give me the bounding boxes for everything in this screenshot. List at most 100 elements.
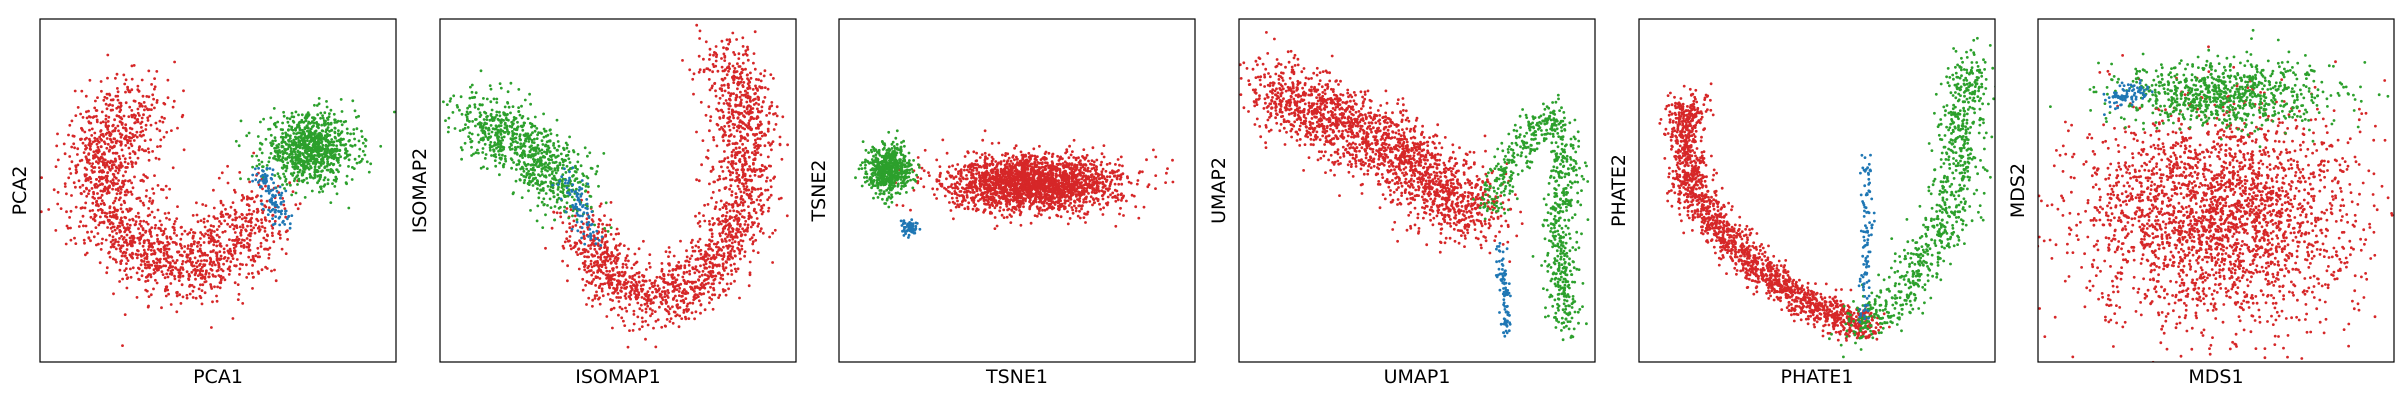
scatter-point bbox=[671, 268, 675, 271]
scatter-point bbox=[117, 179, 120, 182]
scatter-point bbox=[706, 149, 710, 152]
scatter-point bbox=[347, 206, 351, 210]
scatter-point bbox=[721, 206, 725, 210]
scatter-point bbox=[638, 327, 641, 331]
scatter-point bbox=[218, 220, 221, 223]
scatter-point bbox=[726, 251, 730, 255]
scatter-point bbox=[710, 196, 713, 200]
scatter-point bbox=[281, 132, 284, 135]
scatter-point bbox=[696, 240, 700, 244]
scatter-point bbox=[567, 157, 571, 161]
scatter-point bbox=[260, 142, 264, 146]
scatter-point bbox=[313, 165, 317, 169]
scatter-point bbox=[94, 226, 98, 230]
scatter-point bbox=[511, 192, 515, 196]
scatter-point bbox=[727, 202, 731, 206]
scatter-point bbox=[317, 139, 320, 143]
scatter-point bbox=[710, 298, 714, 301]
scatter-point bbox=[207, 236, 211, 240]
scatter-point bbox=[186, 244, 190, 248]
scatter-point bbox=[69, 238, 73, 242]
scatter-point bbox=[281, 150, 284, 153]
scatter-point bbox=[765, 114, 768, 117]
scatter-point bbox=[699, 311, 702, 315]
scatter-point bbox=[609, 226, 613, 230]
scatter-point bbox=[72, 181, 76, 185]
scatter-point bbox=[744, 219, 748, 223]
scatter-point bbox=[96, 137, 99, 141]
scatter-point bbox=[322, 161, 326, 164]
scatter-point bbox=[80, 158, 84, 162]
scatter-point bbox=[136, 120, 140, 124]
scatter-point bbox=[191, 260, 194, 264]
scatter-point bbox=[191, 214, 195, 217]
scatter-point bbox=[596, 259, 599, 263]
scatter-point bbox=[99, 189, 103, 193]
scatter-point bbox=[258, 148, 262, 151]
scatter-point bbox=[235, 235, 239, 239]
scatter-point bbox=[631, 329, 635, 332]
scatter-point bbox=[344, 151, 348, 154]
scatter-point bbox=[716, 271, 720, 275]
scatter-point bbox=[254, 223, 258, 227]
scatter-point bbox=[68, 167, 72, 171]
scatter-point bbox=[277, 205, 280, 209]
scatter-point bbox=[88, 209, 92, 213]
scatter-point bbox=[716, 250, 719, 254]
scatter-point bbox=[700, 273, 704, 277]
scatter-point bbox=[694, 280, 697, 284]
scatter-point bbox=[748, 86, 752, 90]
scatter-point bbox=[290, 126, 294, 129]
scatter-point bbox=[678, 286, 682, 290]
scatter-point bbox=[72, 142, 76, 146]
scatter-point bbox=[284, 252, 288, 256]
scatter-point bbox=[130, 115, 134, 119]
scatter-point bbox=[698, 29, 702, 33]
scatter-point bbox=[150, 108, 153, 111]
scatter-point bbox=[124, 90, 127, 94]
scatter-point bbox=[285, 183, 289, 186]
scatter-point bbox=[281, 183, 284, 187]
scatter-point bbox=[77, 225, 81, 228]
scatter-point bbox=[664, 308, 667, 311]
scatter-point bbox=[284, 209, 288, 213]
scatter-point bbox=[563, 205, 566, 209]
scatter-point bbox=[62, 142, 66, 146]
scatter-point bbox=[160, 270, 164, 274]
scatter-point bbox=[290, 150, 294, 154]
scatter-point bbox=[746, 149, 750, 153]
scatter-point bbox=[634, 280, 638, 284]
scatter-point bbox=[250, 271, 254, 275]
scatter-point bbox=[113, 129, 117, 133]
scatter-point bbox=[286, 155, 290, 159]
scatter-point bbox=[283, 207, 287, 211]
scatter-point bbox=[97, 223, 101, 227]
scatter-point bbox=[167, 242, 171, 246]
scatter-point bbox=[274, 208, 278, 212]
scatter-point bbox=[271, 202, 274, 206]
scatter-point bbox=[714, 89, 717, 93]
scatter-point bbox=[698, 224, 702, 228]
scatter-point bbox=[196, 249, 200, 253]
scatter-point bbox=[749, 225, 753, 229]
scatter-point bbox=[585, 280, 589, 283]
scatter-point bbox=[703, 203, 706, 207]
scatter-point bbox=[245, 237, 249, 240]
scatter-point bbox=[741, 136, 745, 140]
scatter-point bbox=[326, 126, 330, 129]
scatter-point bbox=[314, 129, 318, 133]
scatter-point bbox=[137, 227, 140, 231]
scatter-point bbox=[110, 166, 114, 170]
scatter-point bbox=[773, 228, 777, 232]
scatter-point bbox=[735, 171, 739, 175]
scatter-point bbox=[188, 274, 191, 277]
scatter-point bbox=[102, 201, 106, 205]
scatter-point bbox=[627, 295, 631, 298]
scatter-point bbox=[781, 115, 785, 119]
scatter-point bbox=[736, 175, 739, 179]
scatter-point bbox=[717, 109, 720, 113]
scatter-point bbox=[137, 236, 141, 240]
scatter-point bbox=[239, 244, 243, 248]
scatter-point bbox=[320, 170, 323, 173]
scatter-point bbox=[172, 231, 176, 235]
